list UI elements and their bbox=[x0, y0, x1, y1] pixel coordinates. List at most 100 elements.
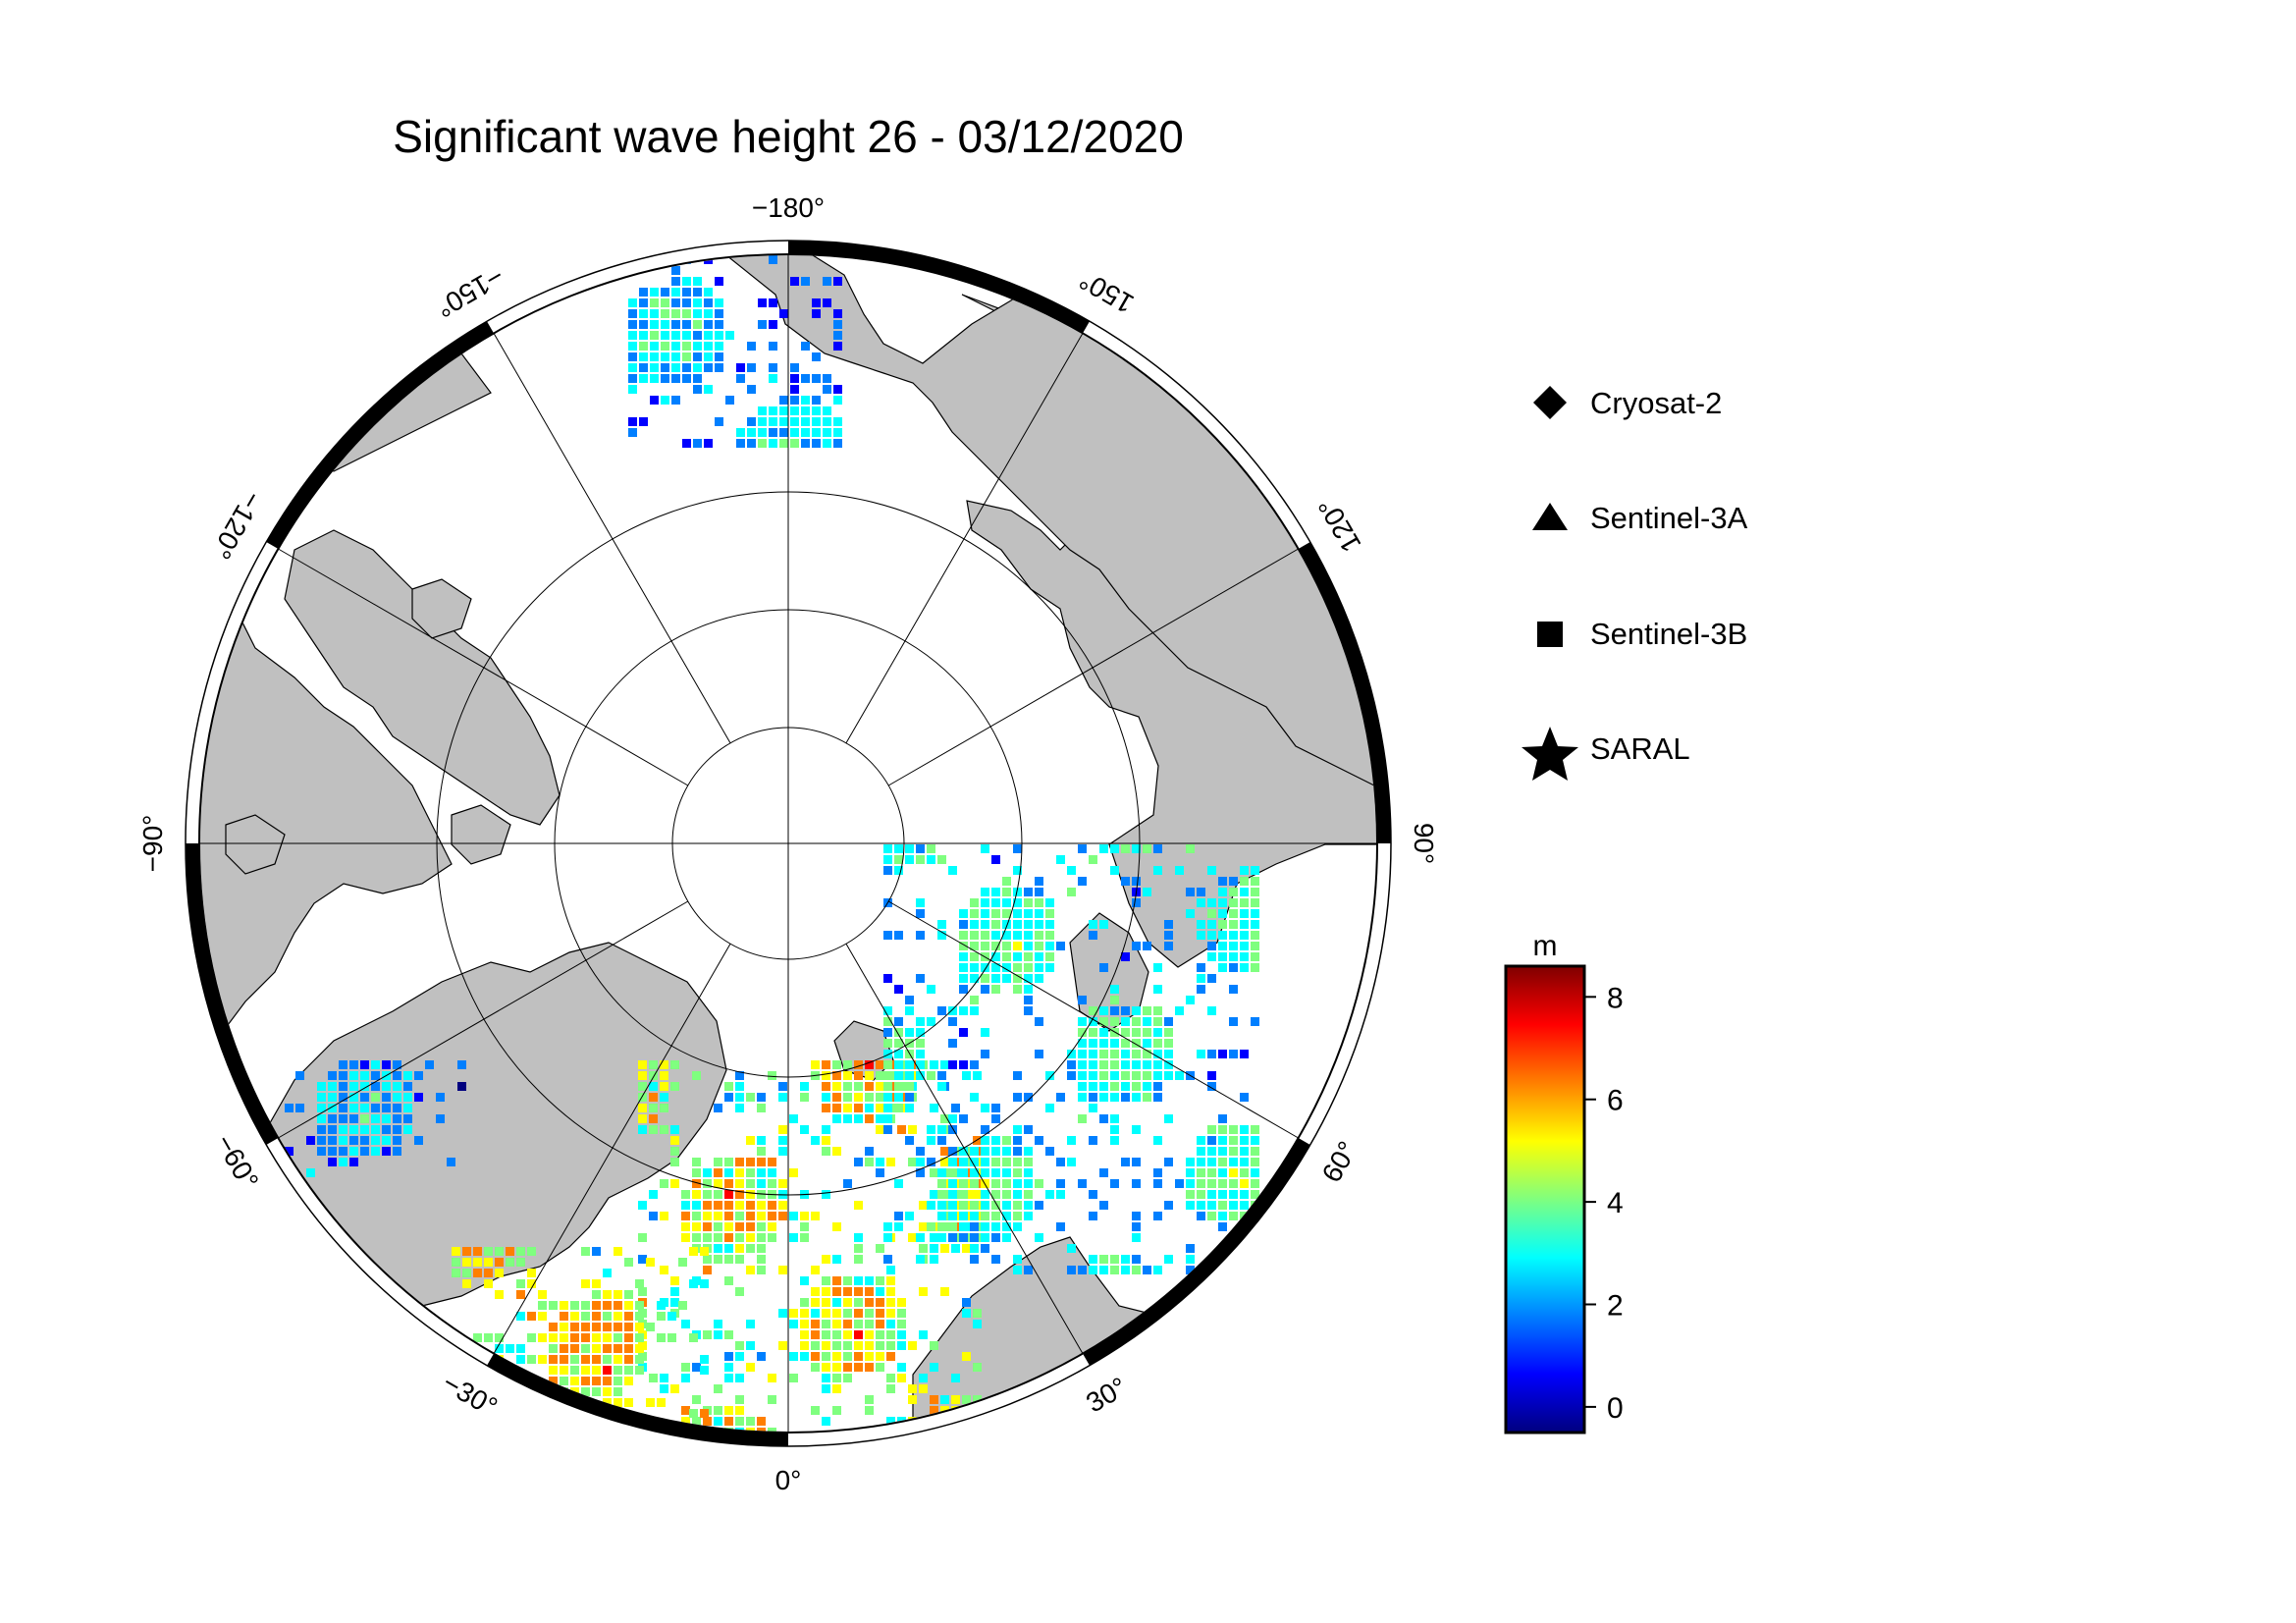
wave-height-marker bbox=[624, 1258, 633, 1267]
wave-height-marker bbox=[1013, 1136, 1022, 1145]
wave-height-marker bbox=[1110, 1060, 1119, 1069]
wave-height-marker bbox=[692, 1071, 701, 1080]
wave-height-marker bbox=[790, 417, 799, 426]
wave-height-marker bbox=[800, 1341, 809, 1350]
wave-height-marker bbox=[897, 1374, 906, 1382]
wave-height-marker bbox=[736, 374, 745, 383]
wave-height-marker bbox=[832, 1071, 841, 1080]
wave-height-marker bbox=[1207, 1006, 1216, 1015]
wave-height-marker bbox=[970, 942, 979, 950]
wave-height-marker bbox=[1078, 877, 1087, 886]
wave-height-marker bbox=[883, 931, 892, 940]
wave-height-marker bbox=[758, 428, 767, 437]
wave-height-marker bbox=[1045, 1147, 1054, 1156]
wave-height-marker bbox=[650, 298, 659, 307]
wave-height-marker bbox=[1002, 1179, 1011, 1188]
longitude-label: −120° bbox=[205, 486, 268, 565]
wave-height-marker bbox=[295, 1104, 304, 1112]
wave-height-marker bbox=[1099, 1255, 1108, 1264]
wave-height-marker bbox=[1197, 888, 1205, 896]
wave-height-marker bbox=[823, 439, 831, 448]
wave-height-marker bbox=[883, 1039, 892, 1048]
wave-height-marker bbox=[646, 1398, 655, 1407]
wave-height-marker bbox=[649, 1125, 658, 1134]
wave-height-marker bbox=[1045, 898, 1054, 907]
wave-height-marker bbox=[1089, 1050, 1097, 1058]
wave-height-marker bbox=[715, 417, 723, 426]
wave-height-marker bbox=[854, 1352, 863, 1361]
wave-height-marker bbox=[560, 1366, 568, 1375]
wave-height-marker bbox=[1121, 1255, 1130, 1264]
wave-height-marker bbox=[757, 1168, 766, 1177]
wave-height-marker bbox=[1110, 1125, 1119, 1134]
wave-height-marker bbox=[1153, 1006, 1162, 1015]
wave-height-marker bbox=[1218, 963, 1227, 972]
wave-height-marker bbox=[854, 1233, 863, 1242]
wave-height-marker bbox=[1099, 1017, 1108, 1026]
wave-height-marker bbox=[1164, 920, 1173, 929]
wave-height-marker bbox=[484, 1258, 493, 1267]
wave-height-marker bbox=[843, 1341, 852, 1350]
wave-height-marker bbox=[624, 1333, 633, 1342]
wave-height-marker bbox=[865, 1406, 874, 1415]
wave-height-marker bbox=[349, 1104, 358, 1112]
wave-height-marker bbox=[1067, 1071, 1076, 1080]
wave-height-marker bbox=[1110, 1082, 1119, 1091]
wave-height-marker bbox=[937, 1082, 946, 1091]
wave-height-marker bbox=[822, 1363, 830, 1372]
wave-height-marker bbox=[800, 1125, 809, 1134]
wave-height-marker bbox=[603, 1301, 612, 1310]
wave-height-marker bbox=[538, 1355, 547, 1364]
wave-height-marker bbox=[843, 1287, 852, 1296]
wave-height-marker bbox=[693, 277, 702, 286]
wave-height-marker bbox=[768, 1158, 776, 1166]
wave-height-marker bbox=[790, 428, 799, 437]
wave-height-marker bbox=[681, 1222, 690, 1231]
wave-height-marker bbox=[747, 439, 756, 448]
wave-height-marker bbox=[682, 298, 691, 307]
wave-height-marker bbox=[854, 1287, 863, 1296]
wave-height-marker bbox=[639, 309, 648, 318]
wave-height-marker bbox=[811, 1330, 820, 1339]
wave-height-marker bbox=[1099, 963, 1108, 972]
wave-height-marker bbox=[704, 309, 713, 318]
wave-height-marker bbox=[778, 1341, 787, 1350]
wave-height-marker bbox=[1078, 844, 1087, 853]
wave-height-marker bbox=[778, 1125, 787, 1134]
wave-height-marker bbox=[681, 1190, 690, 1199]
wave-height-marker bbox=[905, 1082, 914, 1091]
wave-height-marker bbox=[670, 1147, 679, 1156]
wave-height-marker bbox=[930, 1406, 938, 1415]
wave-height-marker bbox=[876, 1330, 884, 1339]
wave-height-marker bbox=[970, 1212, 979, 1220]
colorbar-unit: m bbox=[1533, 930, 1558, 962]
wave-height-marker bbox=[962, 1406, 971, 1415]
wave-height-marker bbox=[916, 844, 925, 853]
wave-height-marker bbox=[650, 396, 659, 405]
wave-height-marker bbox=[660, 1060, 668, 1069]
wave-height-marker bbox=[360, 1125, 369, 1134]
wave-height-marker bbox=[650, 342, 659, 351]
wave-height-marker bbox=[919, 1287, 928, 1296]
wave-height-marker bbox=[1013, 1201, 1022, 1210]
wave-height-marker bbox=[894, 855, 903, 864]
wave-height-marker bbox=[894, 1060, 903, 1069]
wave-height-marker bbox=[693, 331, 702, 340]
wave-height-marker bbox=[1013, 1158, 1022, 1166]
wave-height-marker bbox=[894, 1071, 903, 1080]
wave-height-marker bbox=[894, 1028, 903, 1037]
wave-height-marker bbox=[970, 1201, 979, 1210]
wave-height-marker bbox=[905, 996, 914, 1004]
wave-height-marker bbox=[894, 1104, 903, 1112]
wave-height-marker bbox=[940, 1060, 949, 1069]
wave-height-marker bbox=[822, 1190, 830, 1199]
wave-height-marker bbox=[1089, 931, 1097, 940]
wave-height-marker bbox=[382, 1125, 391, 1134]
wave-height-marker bbox=[883, 974, 892, 983]
wave-height-marker bbox=[1164, 1028, 1173, 1037]
wave-height-marker bbox=[991, 1104, 1000, 1112]
wave-height-marker bbox=[1153, 1093, 1162, 1102]
wave-height-marker bbox=[1240, 931, 1249, 940]
wave-height-marker bbox=[1002, 1222, 1011, 1231]
wave-height-marker bbox=[854, 1104, 863, 1112]
